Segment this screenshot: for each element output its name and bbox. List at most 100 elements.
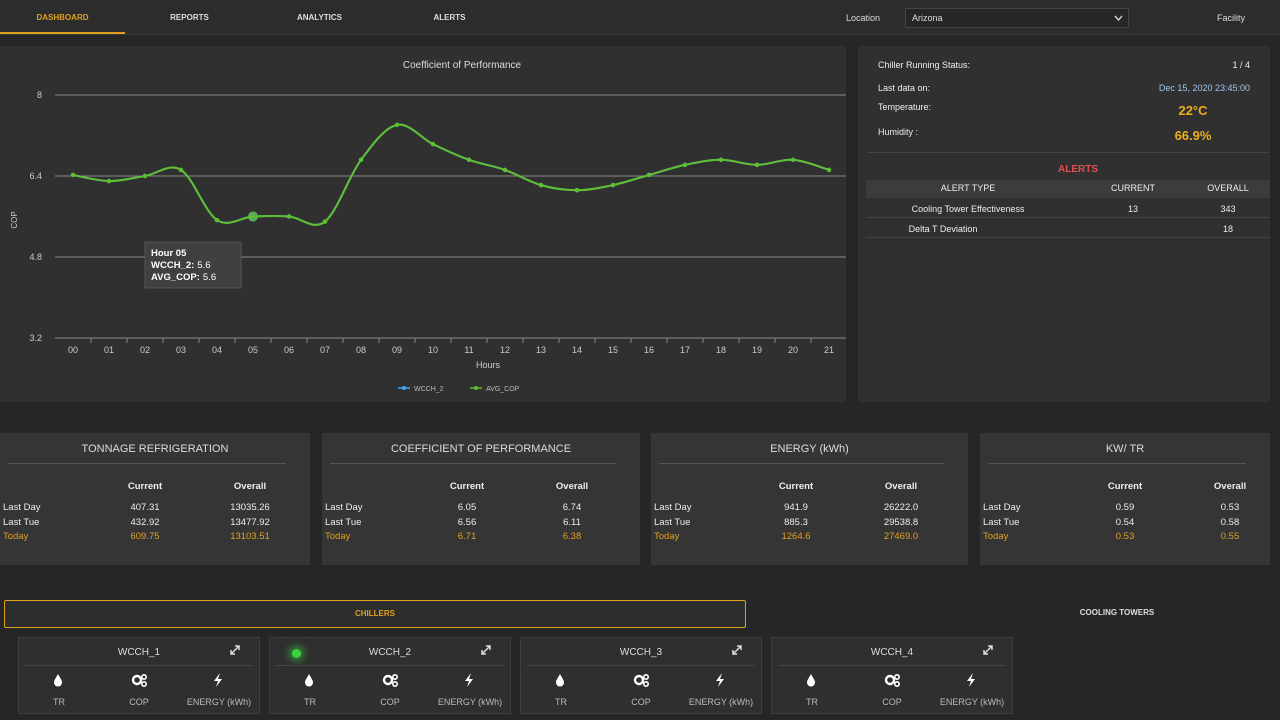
x-tick-label: 04 — [212, 345, 222, 355]
kpi-value: 609.75 — [130, 531, 160, 542]
x-tick-label: 03 — [176, 345, 186, 355]
equipment-tab[interactable]: COOLING TOWERS — [1079, 608, 1155, 617]
x-tick-label: 07 — [320, 345, 330, 355]
tooltip-row-label: WCCH_2: — [151, 260, 194, 271]
metric-icon — [967, 673, 975, 687]
kpi-column-header: Current — [1107, 481, 1143, 492]
data-point — [610, 182, 616, 188]
chiller-name: WCCH_1 — [117, 647, 161, 658]
x-tick-label: 12 — [500, 345, 510, 355]
x-tick-label: 17 — [680, 345, 690, 355]
metric-label: COP — [129, 697, 149, 707]
kpi-column-header: Current — [778, 481, 814, 492]
nav-tab[interactable]: DASHBOARD — [0, 0, 125, 34]
nav-tab[interactable]: ANALYTICS — [296, 13, 343, 22]
tooltip-row-value: 5.6 — [197, 260, 210, 271]
kpi-row-label: Today — [325, 531, 351, 542]
y-tick-label: 8 — [37, 90, 42, 100]
data-point — [646, 172, 652, 178]
kpi-title: KW/ TR — [1105, 443, 1145, 455]
x-tick-label: 01 — [104, 345, 114, 355]
tooltip-row: WCCH_2: 5.6 — [151, 260, 211, 271]
data-point — [538, 182, 544, 188]
alerts-cell: Cooling Tower Effectiveness — [911, 204, 1025, 214]
chiller-card: WCCH_2 TR COP ENERGY (kWh) — [269, 637, 511, 714]
metric-icon — [54, 674, 62, 687]
kpi-value: 0.55 — [1220, 531, 1240, 542]
status-label: Chiller Running Status: — [878, 60, 971, 70]
status-label: Last data on: — [878, 83, 931, 93]
x-tick-label: 08 — [356, 345, 366, 355]
location-value: Arizona — [912, 13, 943, 23]
kpi-row-label: Last Day — [654, 502, 692, 513]
y-tick-label: 3.2 — [29, 333, 42, 343]
kpi-column-header: Overall — [555, 481, 589, 492]
chiller-divider — [276, 665, 504, 666]
top-nav: DASHBOARD REPORTS ANALYTICS ALERTS Locat… — [0, 0, 1280, 35]
nav-tab[interactable]: ALERTS — [433, 13, 466, 22]
metric-label: TR — [555, 697, 567, 707]
expand-icon[interactable] — [731, 644, 743, 656]
tooltip-row-label: AVG_COP: — [151, 272, 200, 283]
x-tick-label: 16 — [644, 345, 654, 355]
data-point — [214, 217, 220, 223]
chiller-name: WCCH_2 — [368, 647, 412, 658]
alerts-cell: 18 — [1222, 224, 1233, 234]
kpi-row-label: Today — [983, 531, 1009, 542]
alerts-header-bg — [866, 180, 1270, 198]
data-point — [574, 187, 580, 193]
data-point — [358, 157, 364, 162]
dropdown-icon — [1114, 15, 1123, 22]
kpi-value: 13477.92 — [230, 516, 270, 528]
tooltip-row-value: 5.6 — [203, 272, 216, 283]
nav-tab[interactable]: REPORTS — [170, 13, 209, 22]
chiller-card: WCCH_3 TR COP ENERGY (kWh) — [520, 637, 762, 714]
kpi-divider — [988, 463, 1246, 464]
metric-icon — [131, 674, 147, 687]
metric-icon — [465, 673, 473, 687]
alerts-header: CURRENT — [1111, 183, 1155, 193]
metric-label: TR — [304, 697, 316, 707]
equipment-tab-active[interactable]: CHILLERS — [4, 600, 746, 628]
data-point — [70, 172, 76, 178]
kpi-row-label: Last Tue — [3, 516, 40, 528]
metric-label: ENERGY (kWh) — [186, 697, 252, 707]
chiller-card: WCCH_4 TR COP ENERGY (kWh) — [771, 637, 1013, 714]
kpi-column-header: Overall — [1213, 481, 1247, 492]
data-point — [682, 162, 688, 168]
chiller-card: WCCH_1 TR COP ENERGY (kWh) — [18, 637, 260, 714]
kpi-divider — [8, 463, 286, 464]
status-label: Humidity : — [878, 127, 919, 137]
expand-icon[interactable] — [982, 644, 994, 656]
x-tick-label: 06 — [284, 345, 294, 355]
alerts-title: ALERTS — [1058, 164, 1098, 175]
kpi-value: 885.3 — [784, 516, 808, 528]
data-point — [286, 214, 292, 219]
metric-icon — [214, 673, 222, 687]
metric-label: ENERGY (kWh) — [688, 697, 754, 707]
expand-icon[interactable] — [480, 644, 492, 656]
kpi-row-label: Today — [654, 531, 680, 542]
kpi-column-header: Current — [449, 481, 485, 492]
facility-menu[interactable]: Facility — [1217, 13, 1246, 23]
chart: Coefficient of Performance COP Hours 3.2… — [10, 60, 848, 393]
kpi-value: 941.9 — [784, 502, 808, 513]
metric-icon — [807, 674, 815, 687]
kpi-value: 6.38 — [562, 531, 582, 542]
kpi-row-label: Last Day — [325, 502, 363, 513]
kpi-column-header: Overall — [233, 481, 267, 492]
location-select[interactable]: Arizona — [905, 8, 1129, 28]
y-tick-label: 6.4 — [29, 171, 42, 181]
metric-label: TR — [806, 697, 818, 707]
kpi-value: 27469.0 — [883, 531, 919, 542]
x-tick-label: 00 — [68, 345, 78, 355]
data-point — [502, 167, 508, 173]
series-line — [72, 123, 830, 226]
legend-label: AVG_COP — [486, 386, 520, 393]
x-tick-label: 09 — [392, 345, 402, 355]
chiller-name: WCCH_4 — [870, 647, 914, 658]
metric-label: COP — [631, 697, 651, 707]
metric-label: ENERGY (kWh) — [939, 697, 1005, 707]
x-tick-label: 19 — [752, 345, 762, 355]
expand-icon[interactable] — [229, 644, 241, 656]
